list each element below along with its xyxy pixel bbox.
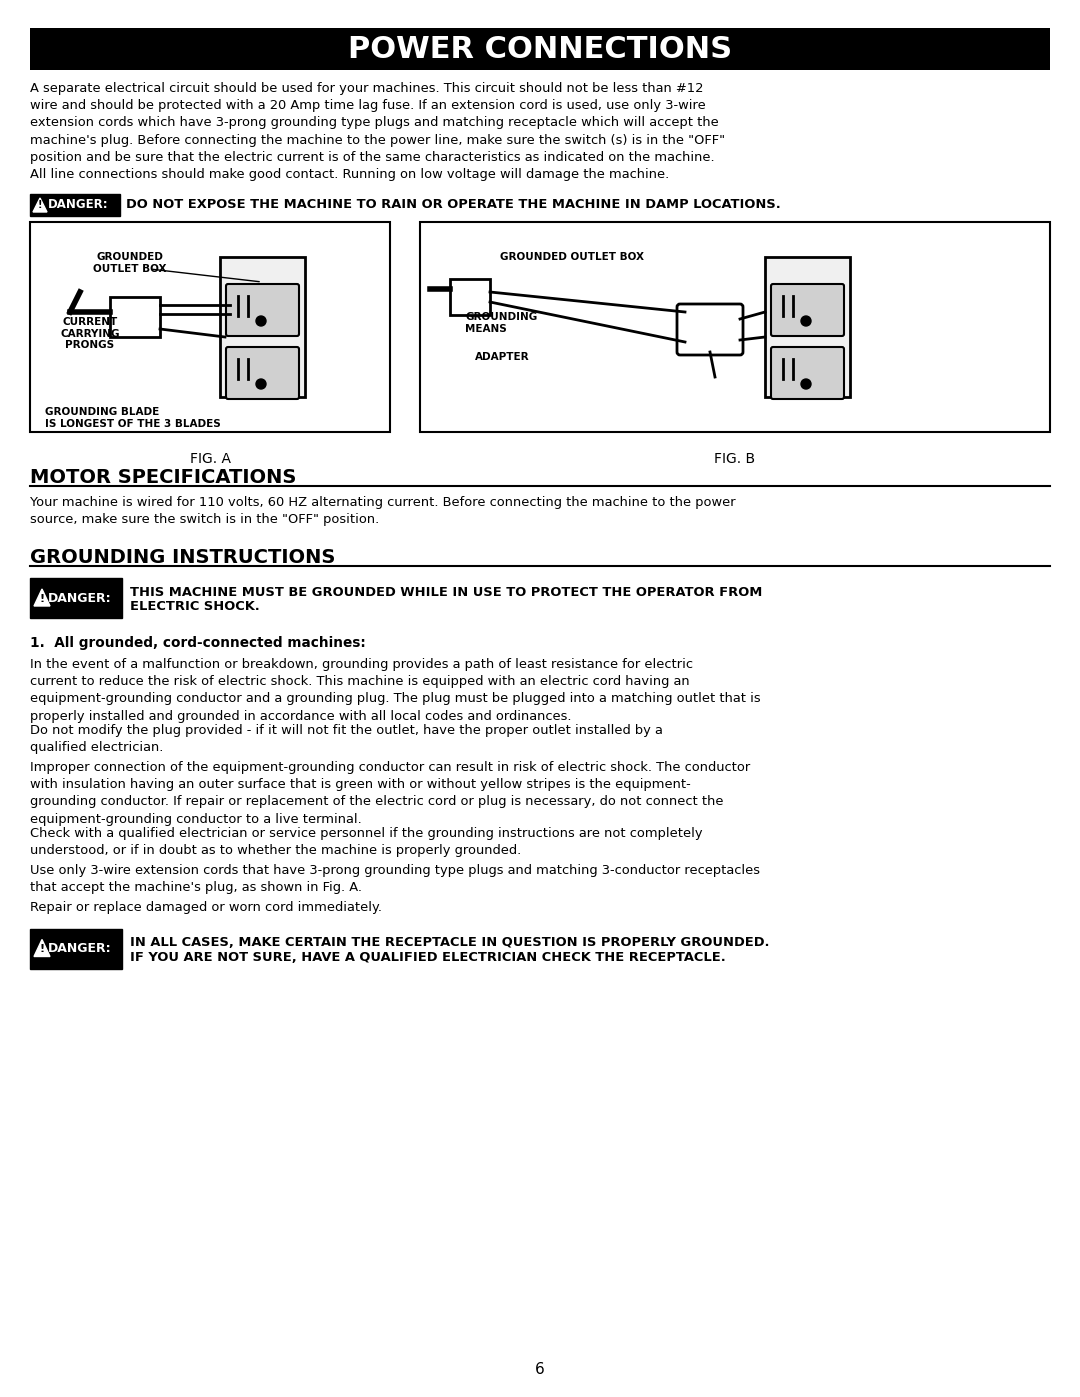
FancyBboxPatch shape xyxy=(765,257,850,397)
Text: !: ! xyxy=(40,944,44,954)
Text: Use only 3-wire extension cords that have 3-prong grounding type plugs and match: Use only 3-wire extension cords that hav… xyxy=(30,863,760,894)
Text: CURRENT
CARRYING
PRONGS: CURRENT CARRYING PRONGS xyxy=(60,317,120,351)
Polygon shape xyxy=(33,940,50,957)
Text: POWER CONNECTIONS: POWER CONNECTIONS xyxy=(348,35,732,63)
Text: IF YOU ARE NOT SURE, HAVE A QUALIFIED ELECTRICIAN CHECK THE RECEPTACLE.: IF YOU ARE NOT SURE, HAVE A QUALIFIED EL… xyxy=(130,951,726,964)
Polygon shape xyxy=(450,279,490,314)
Text: GROUNDING INSTRUCTIONS: GROUNDING INSTRUCTIONS xyxy=(30,548,336,567)
Text: !: ! xyxy=(40,594,44,604)
Circle shape xyxy=(801,316,811,326)
FancyBboxPatch shape xyxy=(677,305,743,355)
FancyBboxPatch shape xyxy=(30,929,122,968)
FancyBboxPatch shape xyxy=(30,194,120,217)
Text: GROUNDED OUTLET BOX: GROUNDED OUTLET BOX xyxy=(500,251,644,263)
FancyBboxPatch shape xyxy=(30,28,1050,70)
Circle shape xyxy=(801,379,811,388)
Text: ADAPTER: ADAPTER xyxy=(475,352,529,362)
Text: MOTOR SPECIFICATIONS: MOTOR SPECIFICATIONS xyxy=(30,468,296,488)
Text: Your machine is wired for 110 volts, 60 HZ alternating current. Before connectin: Your machine is wired for 110 volts, 60 … xyxy=(30,496,735,527)
Text: !: ! xyxy=(38,200,42,210)
Text: ELECTRIC SHOCK.: ELECTRIC SHOCK. xyxy=(130,601,260,613)
FancyBboxPatch shape xyxy=(30,578,122,617)
Polygon shape xyxy=(33,590,50,606)
FancyBboxPatch shape xyxy=(30,222,390,432)
Text: Repair or replace damaged or worn cord immediately.: Repair or replace damaged or worn cord i… xyxy=(30,901,382,914)
FancyBboxPatch shape xyxy=(771,346,843,400)
Circle shape xyxy=(256,379,266,388)
Text: GROUNDING BLADE
IS LONGEST OF THE 3 BLADES: GROUNDING BLADE IS LONGEST OF THE 3 BLAD… xyxy=(45,407,220,429)
FancyBboxPatch shape xyxy=(226,346,299,400)
Text: A separate electrical circuit should be used for your machines. This circuit sho: A separate electrical circuit should be … xyxy=(30,82,725,182)
Text: DANGER:: DANGER: xyxy=(49,591,112,605)
Polygon shape xyxy=(33,198,48,212)
Text: DO NOT EXPOSE THE MACHINE TO RAIN OR OPERATE THE MACHINE IN DAMP LOCATIONS.: DO NOT EXPOSE THE MACHINE TO RAIN OR OPE… xyxy=(126,198,781,211)
FancyBboxPatch shape xyxy=(226,284,299,337)
FancyBboxPatch shape xyxy=(220,257,305,397)
Text: FIG. A: FIG. A xyxy=(189,453,230,467)
Text: THIS MACHINE MUST BE GROUNDED WHILE IN USE TO PROTECT THE OPERATOR FROM: THIS MACHINE MUST BE GROUNDED WHILE IN U… xyxy=(130,585,762,598)
FancyBboxPatch shape xyxy=(420,222,1050,432)
Text: 1.  All grounded, cord-connected machines:: 1. All grounded, cord-connected machines… xyxy=(30,636,366,650)
Text: GROUNDING
MEANS: GROUNDING MEANS xyxy=(465,312,537,334)
Text: Do not modify the plug provided - if it will not fit the outlet, have the proper: Do not modify the plug provided - if it … xyxy=(30,724,663,754)
Text: Improper connection of the equipment-grounding conductor can result in risk of e: Improper connection of the equipment-gro… xyxy=(30,761,751,826)
Text: FIG. B: FIG. B xyxy=(715,453,756,467)
Text: 6: 6 xyxy=(535,1362,545,1377)
Text: DANGER:: DANGER: xyxy=(48,198,108,211)
Circle shape xyxy=(256,316,266,326)
FancyBboxPatch shape xyxy=(771,284,843,337)
Text: DANGER:: DANGER: xyxy=(49,942,112,956)
Polygon shape xyxy=(110,298,160,337)
Text: IN ALL CASES, MAKE CERTAIN THE RECEPTACLE IN QUESTION IS PROPERLY GROUNDED.: IN ALL CASES, MAKE CERTAIN THE RECEPTACL… xyxy=(130,936,769,949)
Text: In the event of a malfunction or breakdown, grounding provides a path of least r: In the event of a malfunction or breakdo… xyxy=(30,658,760,722)
Text: Check with a qualified electrician or service personnel if the grounding instruc: Check with a qualified electrician or se… xyxy=(30,827,703,858)
Text: GROUNDED
OUTLET BOX: GROUNDED OUTLET BOX xyxy=(93,251,166,274)
